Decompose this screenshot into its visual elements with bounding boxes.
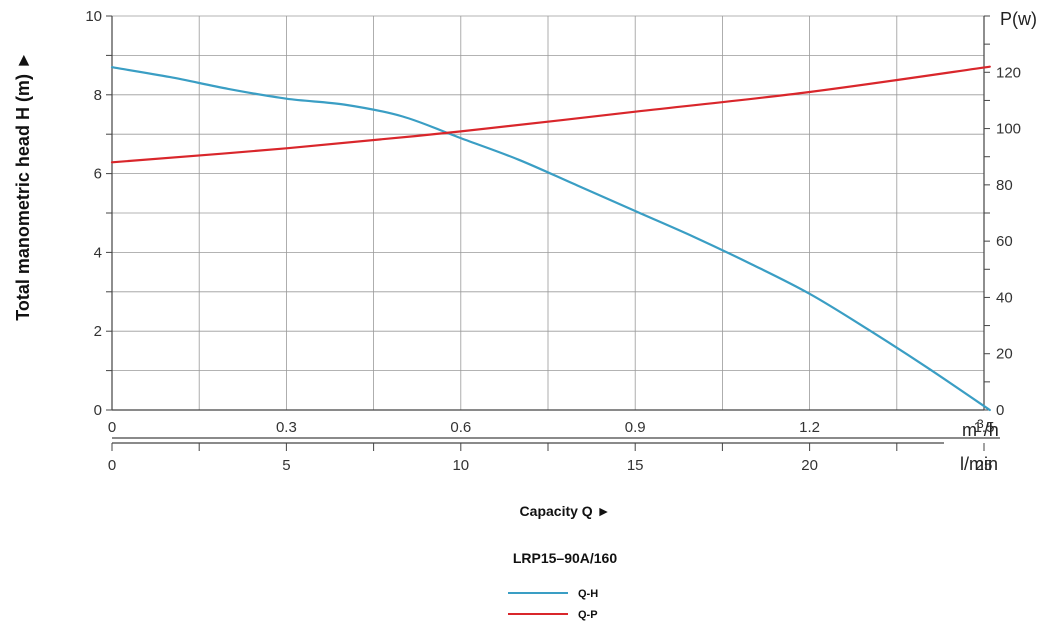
x-tick-label: 0.3 [276,419,297,436]
chart-title: LRP15–90A/160 [513,550,618,566]
y2-tick-label: 20 [996,346,1013,363]
x2-tick-label: 0 [108,457,116,474]
y-axis-right: 0 20 40 60 80 100 120 [984,15,1021,419]
legend-label-q-p: Q-P [578,609,598,621]
y2-tick-label: 100 [996,121,1021,138]
y-tick-label: 6 [94,166,102,183]
plot-frame [111,16,1000,444]
grid [111,15,985,411]
y-axis-left: 0 2 4 6 8 10 [85,8,112,419]
x-tick-label: 0 [108,419,116,436]
y-tick-label: 8 [94,87,102,104]
y2-tick-label: 40 [996,289,1013,306]
y-tick-label: 2 [94,323,102,340]
y-tick-label: 10 [85,8,102,25]
x-tick-label: 1.5 [974,419,995,436]
y2-tick-label: 80 [996,177,1013,194]
legend-label-q-h: Q-H [578,588,598,600]
x2-tick-label: 15 [627,457,644,474]
y-axis-label: Total manometric head H (m) ► [13,51,33,321]
x-axis-secondary: 0 5 10 15 20 25 [108,443,993,474]
x-unit-primary-tail: /h [984,420,999,440]
y2-tick-label: 120 [996,64,1021,81]
y2-tick-label: 60 [996,233,1013,250]
series-line-q-h [110,66,991,412]
x-unit-primary: m3/h [962,417,999,440]
series-line-q-p [110,65,991,164]
y-tick-label: 0 [94,402,102,419]
x-unit-primary-exp: 3 [977,417,984,431]
y-tick-label: 4 [94,244,102,261]
y2-axis-label: P(w) [1000,9,1037,29]
legend: Q-H Q-P [508,588,598,621]
x-axis-label: Capacity Q ► [520,503,611,519]
y2-tick-label: 0 [996,402,1004,419]
x-unit-primary-base: m [962,420,977,440]
x2-tick-label: 20 [801,457,818,474]
x-tick-label: 1.2 [799,419,820,436]
series-lines [110,65,991,412]
x-tick-label: 0.6 [450,419,471,436]
x-axis-primary: 0 0.3 0.6 0.9 1.2 1.5 [108,419,995,436]
x2-tick-label: 5 [282,457,290,474]
x-unit-secondary: l/min [960,454,998,474]
x2-tick-label: 25 [976,457,993,474]
x2-tick-label: 10 [452,457,469,474]
x-tick-label: 0.9 [625,419,646,436]
